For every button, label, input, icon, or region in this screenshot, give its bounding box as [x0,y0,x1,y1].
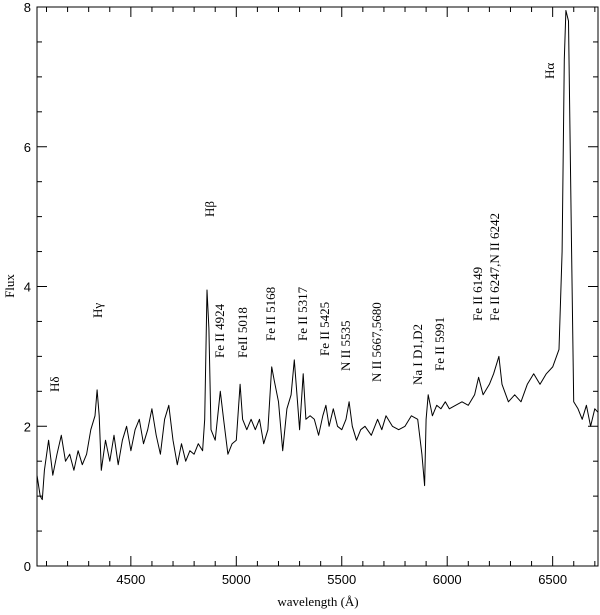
line-annotation: Fe II 5425 [317,302,332,356]
line-annotation: Hγ [90,303,105,318]
y-axis-label: Flux [2,274,17,298]
y-tick-label: 4 [24,280,31,295]
spectrum-line [36,10,599,501]
line-annotation: Hδ [47,376,62,392]
line-annotation: N II 5667,5680 [369,302,384,382]
x-tick-label: 5000 [222,572,251,587]
line-annotation: FeII 5018 [235,307,250,358]
line-annotation: Fe II 4924 [212,303,227,358]
line-annotation: Fe II 5168 [263,287,278,341]
line-annotation: Hα [542,63,557,79]
y-tick-label: 2 [24,419,31,434]
x-tick-label: 4500 [116,572,145,587]
line-annotation: Fe II 6149 [470,267,485,321]
plot-frame [36,6,599,567]
x-tick-label: 5500 [327,572,356,587]
line-annotation: N II 5535 [338,320,353,371]
x-tick-label: 6000 [433,572,462,587]
line-annotation: Fe II 5317 [295,286,310,341]
y-tick-label: 8 [24,0,31,15]
y-tick-label: 0 [24,559,31,574]
line-annotation: Na I D1,D2 [410,324,425,385]
y-tick-label: 6 [24,140,31,155]
line-annotation: Hβ [202,201,217,217]
x-tick-label: 6500 [538,572,567,587]
line-annotation: Fe II 5991 [432,317,447,371]
line-annotation: Fe II 6247,N II 6242 [487,213,502,321]
x-axis-label: wavelength (Å) [277,594,358,609]
